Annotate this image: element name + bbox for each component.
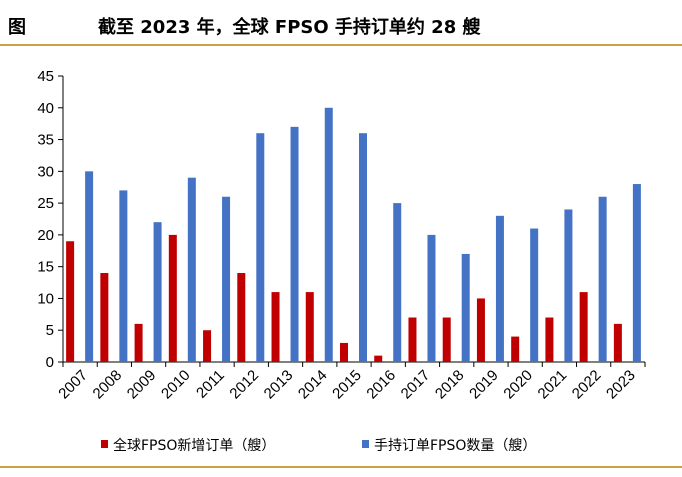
bar-backlog: [222, 196, 231, 362]
bar-backlog: [393, 203, 402, 362]
bar-new-orders: [134, 323, 143, 362]
bar-backlog: [598, 196, 607, 362]
bar-new-orders: [168, 234, 177, 362]
legend-label-new-orders: 全球FPSO新增订单（艘）: [113, 437, 275, 454]
x-tick-label: 2020: [500, 367, 536, 403]
top-rule: [0, 44, 682, 46]
x-tick-label: 2018: [432, 367, 468, 403]
y-axis: 0 5 10 15 20 25 30 35 40 45: [37, 68, 64, 371]
bar-backlog: [530, 228, 539, 362]
y-tick-label: 15: [37, 259, 54, 276]
bar-backlog: [632, 184, 641, 362]
x-tick-label: 2023: [603, 367, 639, 403]
x-tick-label: 2022: [569, 367, 605, 403]
bar-new-orders: [613, 323, 622, 362]
x-tick-label: 2017: [398, 367, 434, 403]
x-tick-label: 2008: [90, 367, 126, 403]
bar-backlog: [290, 126, 299, 362]
bottom-rule: [0, 466, 682, 468]
y-tick-label: 35: [37, 132, 54, 149]
y-tick-label: 40: [37, 100, 54, 117]
bar-backlog: [461, 253, 470, 362]
bar-backlog: [495, 215, 504, 362]
bar-backlog: [187, 177, 196, 362]
y-tick-label: 10: [37, 290, 54, 307]
bar-new-orders: [66, 241, 75, 362]
x-tick-label: 2007: [55, 367, 91, 403]
x-tick-label: 2012: [227, 367, 263, 403]
bar-new-orders: [237, 273, 246, 362]
bars: [66, 107, 641, 363]
bar-new-orders: [476, 298, 485, 362]
bar-new-orders: [305, 292, 314, 362]
x-tick-label: 2011: [193, 367, 228, 402]
y-tick-label: 5: [46, 322, 54, 339]
bar-backlog: [359, 133, 367, 362]
y-tick-label: 45: [37, 68, 54, 85]
bar-backlog: [153, 222, 162, 362]
bar-backlog: [427, 234, 436, 362]
bar-backlog: [564, 209, 573, 362]
x-tick-label: 2019: [466, 367, 502, 403]
legend-swatch-new-orders: [101, 440, 108, 448]
legend-label-backlog: 手持订单FPSO数量（艘）: [374, 438, 536, 454]
y-tick-label: 25: [37, 195, 54, 212]
bar-new-orders: [374, 355, 383, 362]
bar-new-orders: [579, 292, 588, 362]
bar-backlog: [85, 171, 94, 362]
bar-new-orders: [271, 292, 280, 362]
x-tick-label: 2009: [124, 367, 160, 403]
bar-backlog: [256, 133, 265, 362]
y-tick-label: 20: [37, 227, 54, 244]
x-tick-label: 2014: [295, 367, 331, 403]
figure-label: 图: [8, 17, 26, 38]
x-tick-label: 2010: [158, 367, 194, 403]
bar-new-orders: [545, 317, 554, 362]
x-tick-label: 2013: [261, 367, 297, 403]
legend: 全球FPSO新增订单（艘） 手持订单FPSO数量（艘）: [101, 437, 536, 454]
bar-new-orders: [340, 342, 348, 362]
bar-new-orders: [511, 336, 520, 362]
bar-backlog: [324, 107, 333, 363]
bar-new-orders: [442, 317, 451, 362]
bar-backlog: [119, 190, 128, 362]
y-tick-label: 30: [37, 163, 54, 180]
chart-title: 截至 2023 年，全球 FPSO 手持订单约 28 艘: [98, 17, 481, 38]
bar-new-orders: [100, 273, 109, 362]
y-tick-label: 0: [46, 354, 54, 371]
figure-header: 图 截至 2023 年，全球 FPSO 手持订单约 28 艘: [0, 0, 682, 44]
bar-new-orders: [203, 330, 212, 362]
x-tick-label: 2015: [329, 367, 365, 403]
legend-swatch-backlog: [362, 440, 369, 448]
bar-new-orders: [408, 317, 417, 362]
x-tick-label: 2021: [535, 367, 571, 403]
x-tick-label: 2016: [363, 367, 399, 403]
